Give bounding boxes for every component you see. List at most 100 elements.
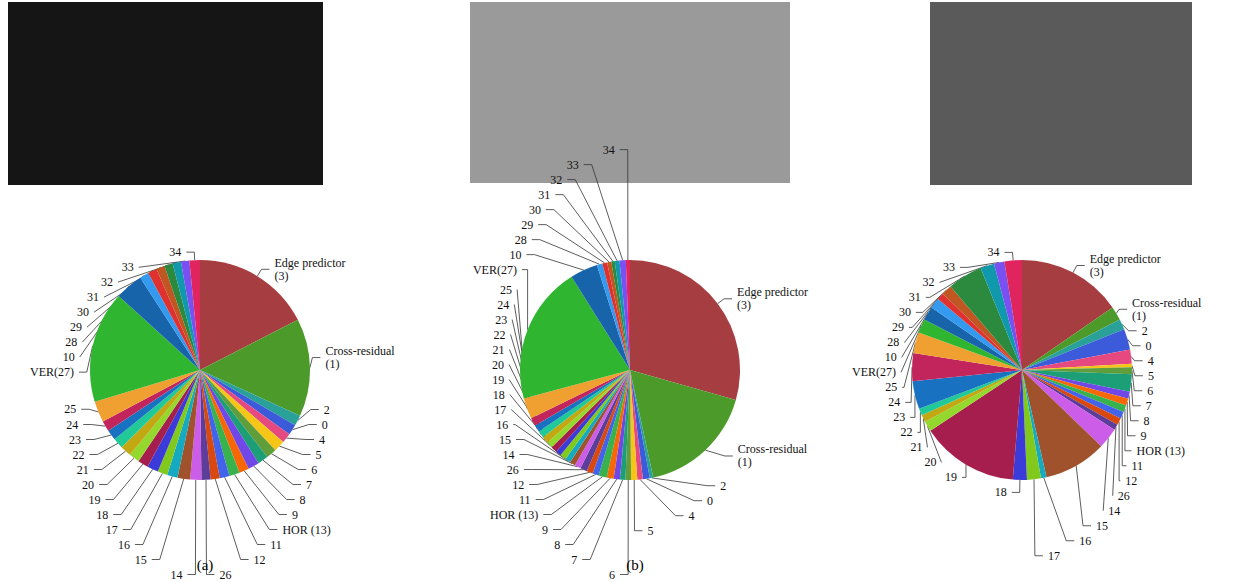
svg-text:Edge predictor: Edge predictor [737,285,811,299]
svg-text:11: 11 [519,493,531,507]
svg-text:26: 26 [219,568,231,582]
svg-text:VER(27): VER(27) [30,365,74,379]
svg-text:6: 6 [311,463,317,477]
svg-text:28: 28 [515,233,527,247]
svg-text:(1): (1) [1132,309,1146,323]
svg-text:23: 23 [495,313,507,327]
svg-text:25: 25 [885,380,897,394]
svg-text:25: 25 [500,283,512,297]
svg-text:23: 23 [69,433,81,447]
svg-text:5: 5 [316,448,322,462]
svg-text:31: 31 [538,188,550,202]
svg-text:4: 4 [1148,354,1154,368]
svg-text:7: 7 [571,553,577,567]
svg-text:17: 17 [1048,549,1060,563]
svg-text:26: 26 [507,463,519,477]
svg-text:(1): (1) [738,455,752,469]
svg-text:5: 5 [648,524,654,538]
svg-text:24: 24 [66,418,78,432]
svg-text:HOR (13): HOR (13) [1137,444,1185,458]
svg-text:16: 16 [1079,534,1091,548]
svg-text:25: 25 [64,402,76,416]
svg-text:15: 15 [135,553,147,567]
svg-text:12: 12 [512,478,524,492]
svg-text:Edge predictor: Edge predictor [275,256,349,270]
svg-text:(b): (b) [626,557,644,574]
svg-text:33: 33 [122,260,134,274]
svg-text:21: 21 [493,343,505,357]
svg-text:VER(27): VER(27) [852,365,896,379]
svg-text:18: 18 [995,485,1007,499]
svg-text:30: 30 [899,305,911,319]
svg-text:17: 17 [494,403,506,417]
svg-text:17: 17 [106,523,118,537]
svg-text:24: 24 [497,298,509,312]
svg-text:Cross-residual: Cross-residual [738,442,810,456]
svg-text:22: 22 [72,448,84,462]
svg-text:21: 21 [77,463,89,477]
svg-text:Cross-residual: Cross-residual [325,344,397,358]
svg-text:14: 14 [1108,504,1120,518]
svg-text:21: 21 [910,440,922,454]
svg-text:9: 9 [542,523,548,537]
svg-text:(3): (3) [737,298,751,312]
svg-text:19: 19 [945,470,957,484]
svg-text:12: 12 [254,553,266,567]
svg-text:26: 26 [1118,489,1130,503]
svg-text:8: 8 [300,493,306,507]
svg-text:0: 0 [707,494,713,508]
svg-text:VER(27): VER(27) [473,263,517,277]
svg-text:11: 11 [270,538,282,552]
svg-text:22: 22 [900,425,912,439]
svg-text:HOR (13): HOR (13) [282,523,330,537]
svg-text:Edge predictor: Edge predictor [1090,252,1164,266]
svg-text:34: 34 [169,245,181,259]
svg-text:14: 14 [503,448,515,462]
svg-text:34: 34 [603,143,615,157]
svg-text:4: 4 [689,509,695,523]
svg-text:34: 34 [988,245,1000,259]
svg-text:(a): (a) [197,557,214,574]
svg-text:24: 24 [888,395,900,409]
svg-text:9: 9 [1141,429,1147,443]
svg-text:29: 29 [70,320,82,334]
svg-text:29: 29 [892,320,904,334]
svg-text:0: 0 [1146,339,1152,353]
svg-text:(3): (3) [1090,265,1104,279]
svg-text:2: 2 [1142,324,1148,338]
svg-text:(3): (3) [275,269,289,283]
svg-text:5: 5 [1148,369,1154,383]
svg-text:14: 14 [170,568,182,582]
svg-text:6: 6 [1147,384,1153,398]
svg-text:19: 19 [88,493,100,507]
svg-text:(1): (1) [325,357,339,371]
svg-text:15: 15 [499,433,511,447]
svg-text:11: 11 [1132,459,1144,473]
svg-text:16: 16 [118,538,130,552]
svg-text:18: 18 [493,388,505,402]
svg-text:31: 31 [909,290,921,304]
svg-text:31: 31 [87,290,99,304]
svg-text:2: 2 [720,479,726,493]
svg-text:28: 28 [65,335,77,349]
svg-text:32: 32 [923,275,935,289]
svg-text:30: 30 [77,305,89,319]
svg-text:16: 16 [496,418,508,432]
svg-text:10: 10 [509,248,521,262]
svg-text:20: 20 [924,455,936,469]
svg-text:7: 7 [306,478,312,492]
svg-text:20: 20 [82,478,94,492]
svg-text:19: 19 [492,373,504,387]
svg-text:32: 32 [550,173,562,187]
svg-text:20: 20 [492,358,504,372]
svg-text:HOR (13): HOR (13) [490,508,538,522]
svg-text:33: 33 [567,158,579,172]
svg-text:8: 8 [554,538,560,552]
svg-text:10: 10 [63,350,75,364]
svg-text:7: 7 [1146,399,1152,413]
svg-text:28: 28 [887,335,899,349]
svg-text:2: 2 [324,403,330,417]
svg-text:12: 12 [1125,474,1137,488]
svg-text:29: 29 [521,218,533,232]
svg-text:4: 4 [319,433,325,447]
